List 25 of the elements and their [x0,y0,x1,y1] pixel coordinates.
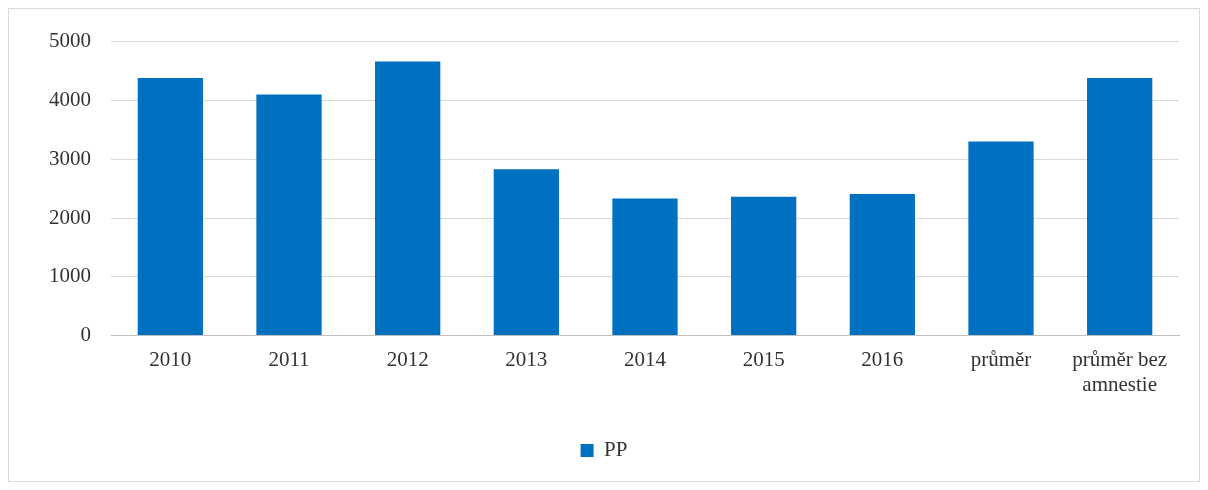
x-tick-label: 2012 [386,346,429,371]
x-tick-label: 2016 [861,346,904,371]
bar [256,94,322,336]
y-tick-label: 3000 [49,145,91,170]
y-tick-label: 5000 [49,28,91,53]
y-tick-label: 2000 [49,204,91,229]
x-tick-label: 2014 [624,346,667,371]
bar [493,169,559,336]
y-tick-label: 0 [80,322,91,347]
x-tick-label: 2015 [742,346,785,371]
bar [1087,78,1153,336]
x-tick-label: průměr [970,346,1032,371]
bar [375,61,441,336]
x-tick-label: 2013 [505,346,548,371]
bar [137,78,203,336]
bar [731,196,797,336]
x-tick-label: průměr bez amnestie [1072,346,1168,396]
bar [968,141,1034,336]
bar [612,198,678,336]
y-tick-label: 1000 [49,263,91,288]
legend-label: PP [604,437,628,462]
bar [849,193,915,336]
x-tick-label: 2010 [149,346,192,371]
y-tick-label: 4000 [49,86,91,111]
x-tick-label: 2011 [268,346,310,371]
